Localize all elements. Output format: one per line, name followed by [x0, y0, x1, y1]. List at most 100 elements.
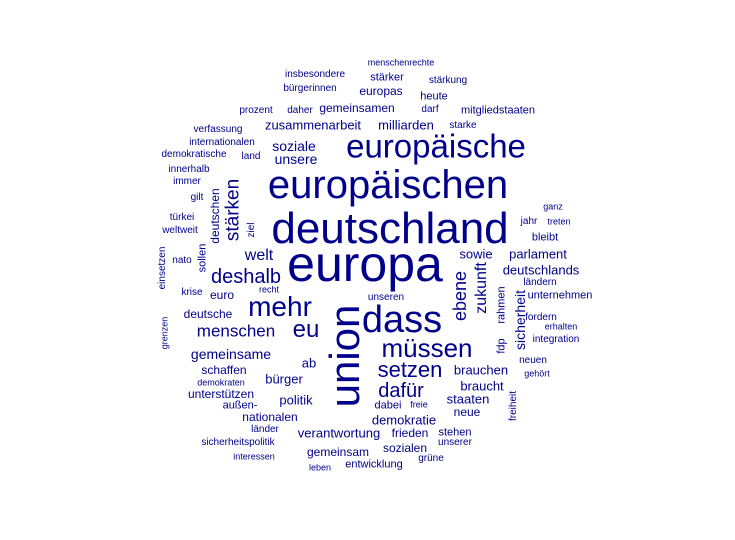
cloud-word: schaffen — [201, 363, 247, 377]
cloud-word: europas — [359, 84, 403, 98]
cloud-word: sollen — [196, 243, 209, 273]
cloud-word: menschen — [196, 321, 276, 341]
cloud-word: grenzen — [159, 316, 170, 350]
cloud-word: nationalen — [242, 410, 298, 424]
cloud-word: ab — [301, 355, 317, 371]
cloud-word: deutschen — [208, 188, 222, 244]
cloud-word: stärker — [370, 71, 404, 84]
cloud-word: einsetzen — [157, 246, 168, 290]
cloud-word: union — [321, 304, 368, 408]
cloud-word: unternehmen — [527, 289, 593, 302]
cloud-word: mitgliedstaaten — [461, 104, 535, 117]
cloud-word: freie — [410, 399, 428, 410]
cloud-word: parlament — [509, 246, 567, 262]
cloud-word: menschenrechte — [367, 57, 435, 68]
cloud-word: weltweit — [162, 225, 198, 236]
cloud-word: braucht — [460, 378, 504, 394]
cloud-word: demokraten — [197, 377, 245, 388]
cloud-word: immer — [173, 176, 201, 187]
cloud-word: sowie — [459, 246, 493, 262]
cloud-word: ebene — [450, 270, 470, 322]
cloud-word: freiheit — [508, 390, 519, 422]
cloud-word: heute — [420, 90, 448, 103]
cloud-word: nato — [172, 255, 192, 266]
cloud-word: deutsche — [183, 307, 233, 321]
cloud-word: ganz — [543, 201, 563, 212]
cloud-word: mehr — [248, 291, 312, 322]
cloud-word: türkei — [169, 212, 195, 223]
cloud-word: recht — [258, 284, 280, 295]
cloud-word: sicherheitspolitik — [201, 437, 275, 448]
cloud-word: insbesondere — [284, 69, 346, 80]
cloud-word: gemeinsam — [306, 445, 370, 459]
cloud-word: demokratische — [161, 149, 227, 160]
cloud-word: politik — [279, 392, 313, 408]
cloud-word: internationalen — [189, 137, 255, 148]
cloud-word: unterstützen — [187, 387, 255, 401]
cloud-word: gehört — [524, 368, 550, 379]
cloud-word: unseren — [367, 292, 405, 303]
cloud-word: stärken — [222, 178, 244, 242]
cloud-word: darf — [421, 104, 439, 115]
cloud-word: neuen — [519, 355, 547, 366]
cloud-word: dass — [361, 299, 443, 341]
cloud-word: stärkung — [428, 75, 468, 86]
cloud-word: zusammenarbeit — [264, 117, 362, 133]
cloud-word: rahmen — [495, 286, 508, 324]
cloud-word: unsere — [274, 151, 318, 167]
cloud-word: ziel — [246, 222, 257, 238]
cloud-word: frieden — [391, 426, 429, 440]
cloud-word: leben — [308, 462, 332, 473]
cloud-word: fordern — [525, 312, 557, 323]
cloud-word: welt — [244, 247, 274, 264]
cloud-word: verantwortung — [297, 425, 381, 441]
cloud-word: dabei — [374, 399, 402, 412]
cloud-word: treten — [547, 216, 571, 227]
cloud-word: bürgerinnen — [283, 83, 337, 94]
cloud-word: verfassung — [193, 124, 243, 135]
cloud-word: gemeinsamen — [319, 101, 395, 115]
cloud-word: zukunft — [473, 262, 490, 314]
cloud-word: soziale — [272, 138, 316, 154]
cloud-word: erhalten — [544, 321, 578, 332]
cloud-word: gilt — [190, 192, 204, 203]
cloud-word: dafür — [378, 380, 424, 402]
cloud-word: außen- — [222, 399, 258, 412]
cloud-word: eu — [292, 316, 320, 343]
cloud-word: prozent — [239, 105, 273, 116]
cloud-word: europa — [287, 236, 443, 292]
cloud-word: land — [241, 151, 261, 162]
cloud-word: sozialen — [382, 441, 428, 455]
cloud-word: daher — [287, 105, 313, 116]
cloud-word: deutschlands — [502, 262, 580, 278]
cloud-word: müssen — [381, 333, 473, 363]
cloud-word: krise — [181, 287, 203, 298]
cloud-word: staaten — [446, 391, 490, 407]
cloud-word: länder — [251, 424, 279, 435]
cloud-word: integration — [532, 334, 580, 345]
cloud-word: fdp — [495, 338, 508, 354]
cloud-word: setzen — [377, 357, 443, 382]
cloud-word: deshalb — [210, 266, 282, 288]
cloud-word: bleibt — [531, 231, 559, 244]
cloud-word: deutschland — [271, 204, 509, 253]
cloud-word: grüne — [418, 453, 444, 464]
cloud-word: stehen — [438, 426, 472, 439]
cloud-word: europäische — [346, 127, 526, 165]
cloud-word: euro — [209, 288, 235, 302]
cloud-word: unserer — [438, 437, 472, 448]
cloud-word: jahr — [520, 216, 538, 227]
cloud-word: neue — [453, 405, 481, 419]
cloud-word: gemeinsame — [190, 346, 272, 362]
cloud-word: starke — [449, 120, 477, 131]
cloud-word: europäischen — [267, 163, 509, 207]
cloud-word: interessen — [233, 451, 275, 462]
cloud-word: bürger — [265, 371, 303, 387]
cloud-word: ländern — [523, 277, 557, 288]
cloud-word: entwicklung — [345, 458, 403, 471]
cloud-word: innerhalb — [168, 164, 210, 175]
cloud-word: demokratie — [371, 412, 437, 428]
cloud-word: milliarden — [378, 117, 434, 133]
cloud-word: brauchen — [453, 362, 509, 378]
